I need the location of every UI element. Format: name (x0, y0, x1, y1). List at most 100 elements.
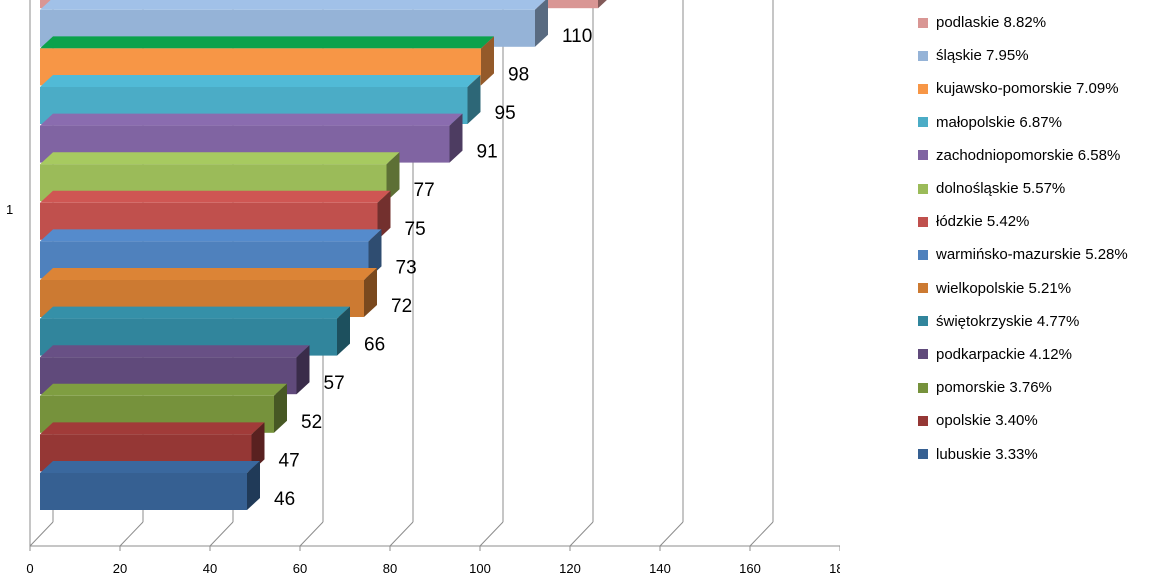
legend-swatch (918, 349, 928, 360)
value-label: 46 (274, 489, 295, 510)
legend-swatch (918, 50, 928, 61)
bar-side-face (481, 36, 494, 86)
floor-gridline (209, 521, 234, 547)
bar-side-face (251, 422, 265, 472)
bar-side-face (449, 113, 463, 163)
legend-swatch (918, 283, 928, 294)
bar-side-face (337, 306, 350, 356)
legend-item: wielkopolskie 5.21% (918, 272, 1166, 305)
bar-side-face (377, 190, 391, 240)
value-label: 66 (364, 335, 385, 356)
legend-item: małopolskie 6.87% (918, 106, 1166, 139)
x-tick-label: 60 (293, 561, 307, 576)
floor-gridline (299, 521, 324, 547)
value-label: 73 (396, 257, 417, 278)
legend-swatch (918, 150, 928, 161)
legend-swatch (918, 17, 928, 28)
bar-side-face (247, 461, 260, 510)
x-tick-label: 160 (739, 561, 761, 576)
x-tick-label: 140 (649, 561, 671, 576)
value-label: 77 (414, 180, 435, 201)
legend-item: łódzkie 5.42% (918, 205, 1166, 238)
floor-gridline (659, 521, 684, 547)
x-tick-label: 100 (469, 561, 491, 576)
legend-item: zachodniopomorskie 6.58% (918, 139, 1166, 172)
legend-label: pomorskie 3.76% (936, 379, 1052, 397)
legend-swatch (918, 415, 928, 426)
legend-item: opolskie 3.40% (918, 404, 1166, 437)
x-tick-label: 20 (113, 561, 127, 576)
legend-item: śląskie 7.95% (918, 39, 1166, 72)
legend-item: podlaskie 8.82% (918, 6, 1166, 39)
bar-top-face (40, 152, 400, 165)
floor-gridline (119, 521, 144, 547)
bar: 46 (40, 461, 295, 510)
bar-side-face (364, 268, 377, 317)
value-label: 110 (562, 26, 592, 47)
bar-front-face (40, 473, 247, 510)
legend-label: podkarpackie 4.12% (936, 345, 1072, 363)
bar-top-face (40, 383, 287, 396)
value-label: 72 (391, 296, 412, 317)
value-label: 98 (508, 64, 529, 85)
legend-label: małopolskie 6.87% (936, 113, 1062, 131)
legend-label: łódzkie 5.42% (936, 213, 1030, 231)
value-label: 52 (301, 412, 322, 433)
bar-top-face (40, 306, 350, 319)
legend-label: podlaskie 8.82% (936, 14, 1047, 32)
bar-top-face (40, 268, 377, 280)
x-tick-label: 120 (559, 561, 581, 576)
legend-label: śląskie 7.95% (936, 47, 1029, 65)
floor-gridline (749, 521, 774, 547)
x-tick-label: 0 (26, 561, 33, 576)
floor-gridline (389, 521, 414, 547)
legend-swatch (918, 382, 928, 393)
x-tick-label: 40 (203, 561, 217, 576)
bar: 66 (40, 306, 385, 356)
legend-swatch (918, 449, 928, 460)
bar-top-face (40, 422, 265, 435)
legend-label: kujawsko-pomorskie 7.09% (936, 80, 1119, 98)
bar-side-face (535, 0, 548, 47)
value-label: 75 (405, 219, 426, 240)
legend-swatch (918, 216, 928, 227)
legend-item: kujawsko-pomorskie 7.09% (918, 72, 1166, 105)
legend-swatch (918, 83, 928, 94)
legend-label: dolnośląskie 5.57% (936, 180, 1066, 198)
legend-item: podkarpackie 4.12% (918, 338, 1166, 371)
y-tick-label: 1 (6, 202, 13, 217)
bar-side-face (598, 0, 607, 9)
legend-label: zachodniopomorskie 6.58% (936, 146, 1121, 164)
legend-item: świętokrzyskie 4.77% (918, 305, 1166, 338)
bar-top-face (40, 461, 260, 473)
value-label: 57 (324, 373, 345, 394)
bar-top-face (40, 0, 546, 10)
value-label: 47 (279, 450, 300, 471)
bar-side-face (386, 152, 400, 202)
bar-side-face (368, 229, 382, 279)
chart-legend: podlaskie 8.82% śląskie 7.95% kujawsko-pom… (918, 6, 1166, 471)
legend-item: pomorskie 3.76% (918, 371, 1166, 404)
legend-swatch (918, 183, 928, 194)
floor-gridline (29, 521, 54, 547)
x-tick-label: 180 (829, 561, 840, 576)
legend-label: świętokrzyskie 4.77% (936, 312, 1080, 330)
floor-gridline (479, 521, 504, 547)
x-tick-label: 80 (383, 561, 397, 576)
bar-top-face (40, 229, 382, 242)
floor-gridline (569, 521, 594, 547)
bar-top-face (40, 113, 463, 126)
legend-item: lubuskie 3.33% (918, 437, 1166, 470)
bar-top-face (40, 36, 494, 49)
legend-label: wielkopolskie 5.21% (936, 279, 1072, 297)
chart-x-ticks: 0 20 40 60 80 100 120 140 160 180 (26, 561, 840, 576)
bar-top-face (40, 345, 310, 358)
value-label: 95 (495, 103, 516, 124)
legend-swatch (918, 117, 928, 128)
bar-side-face (296, 345, 310, 395)
bar-side-face (467, 75, 481, 124)
legend-label: warmińsko-mazurskie 5.28% (936, 246, 1128, 264)
bar-top-face (40, 190, 391, 203)
